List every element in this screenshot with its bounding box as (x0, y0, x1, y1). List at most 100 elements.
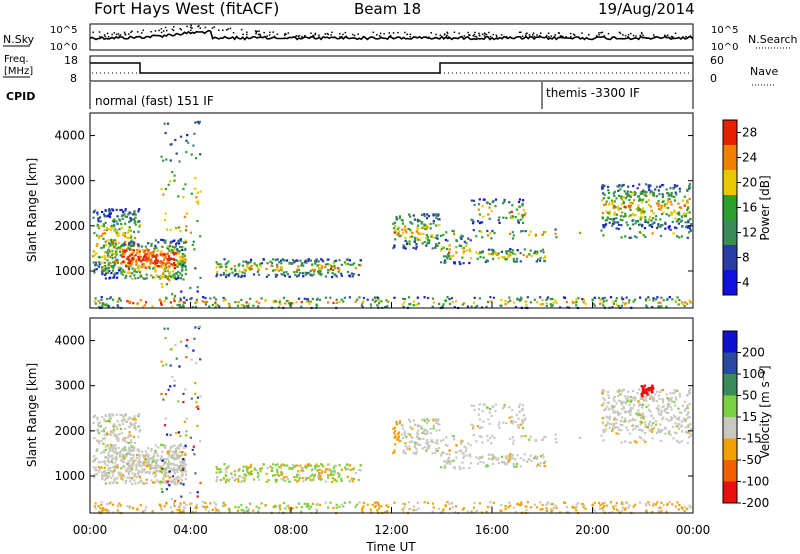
power-pixel (185, 151, 188, 154)
velocity-pixel (521, 407, 524, 410)
power-pixel (422, 232, 425, 235)
power-pixel (520, 298, 523, 301)
power-pixel (598, 302, 602, 305)
velocity-pixel (141, 463, 144, 466)
power-pixel (510, 215, 513, 218)
velocity-pixel (215, 480, 218, 483)
velocity-pixel (338, 464, 341, 467)
power-pixel (491, 201, 494, 204)
velocity-pixel (115, 458, 118, 461)
power-pixel (107, 266, 111, 270)
power-pixel (147, 256, 150, 259)
power-pixel (196, 219, 199, 223)
power-pixel (661, 196, 664, 199)
nsky-search-dot (211, 27, 214, 29)
velocity-pixel (168, 476, 172, 479)
power-pixel (185, 139, 188, 142)
nsky-search-dot (484, 33, 486, 35)
velocity-pixel (98, 466, 101, 469)
nave-tick-bottom: 0 (710, 72, 717, 85)
power-pixel (425, 237, 428, 240)
velocity-pixel (109, 433, 112, 436)
velocity-pixel (502, 460, 506, 464)
power-pixel (130, 262, 134, 265)
velocity-pixel (539, 462, 542, 465)
power-pixel (541, 248, 545, 251)
velocity-pixel (419, 438, 422, 441)
power-pixel (338, 300, 341, 303)
velocity-pixel (398, 431, 401, 434)
power-pixel (621, 219, 624, 222)
nsky-search-dot (158, 29, 160, 32)
velocity-pixel (347, 467, 350, 471)
velocity-pixel (164, 458, 168, 461)
velocity-pixel (413, 441, 416, 444)
nsky-search-dot (603, 35, 605, 37)
power-pixel (512, 234, 515, 237)
power-pixel (151, 305, 154, 308)
velocity-pixel (318, 468, 321, 471)
power-pixel (120, 244, 123, 248)
velocity-pixel (609, 501, 613, 504)
nsky-search-dot (492, 33, 494, 36)
power-pixel (124, 209, 127, 212)
velocity-pixel (324, 470, 327, 474)
power-pixel (217, 263, 220, 266)
power-pixel (667, 214, 671, 217)
power-pixel (612, 220, 615, 223)
power-pixel (164, 188, 167, 191)
velocity-pixel (167, 482, 170, 485)
velocity-pixel (169, 385, 172, 388)
power-pixel (448, 248, 451, 251)
velocity-pixel (142, 461, 145, 464)
power-pixel (164, 274, 167, 278)
velocity-pixel (618, 399, 621, 402)
velocity-pixel (127, 473, 130, 476)
velocity-pixel (257, 510, 260, 513)
velocity-pixel (116, 509, 119, 512)
power-pixel (169, 301, 172, 304)
power-pixel (122, 244, 125, 247)
nsky-search-dot (665, 35, 667, 38)
power-pixel (131, 244, 134, 247)
power-pixel (358, 263, 361, 266)
power-pixel (689, 229, 692, 232)
power-pixel (107, 262, 110, 265)
velocity-pixel (318, 503, 322, 506)
velocity-pixel (514, 510, 517, 514)
velocity-pixel (618, 389, 621, 392)
velocity-pixel (604, 408, 607, 411)
power-pixel (555, 301, 558, 304)
velocity-pixel (475, 440, 478, 443)
velocity-pixel (604, 428, 608, 431)
nsky-search-dot (222, 29, 224, 31)
velocity-pixel (512, 457, 515, 460)
velocity-pixel (628, 403, 631, 407)
velocity-pixel (638, 436, 641, 439)
power-pixel (619, 215, 623, 218)
power-pixel (523, 214, 526, 217)
velocity-pixel (337, 472, 340, 475)
velocity-pixel (405, 448, 409, 451)
velocity-pixel (133, 475, 136, 478)
power-pixel (160, 250, 163, 253)
nsky-search-dot (229, 27, 232, 30)
power-pixel (670, 213, 673, 217)
power-pixel (124, 250, 127, 253)
power-pixel (468, 248, 472, 251)
power-pixel (162, 193, 165, 196)
power-pixel (147, 249, 150, 252)
velocity-pixel (494, 456, 497, 459)
velocity-pixel (161, 459, 164, 462)
power-pixel (164, 212, 167, 215)
power-pixel (442, 303, 445, 306)
velocity-pixel (227, 465, 230, 468)
power-pixel (407, 227, 410, 230)
nsky-search-dot (130, 31, 132, 34)
power-pixel (652, 212, 655, 215)
velocity-pixel (415, 435, 418, 438)
power-pixel (422, 226, 425, 229)
power-pixel (681, 199, 685, 202)
power-pixel (249, 261, 252, 264)
velocity-pixel (438, 507, 441, 510)
